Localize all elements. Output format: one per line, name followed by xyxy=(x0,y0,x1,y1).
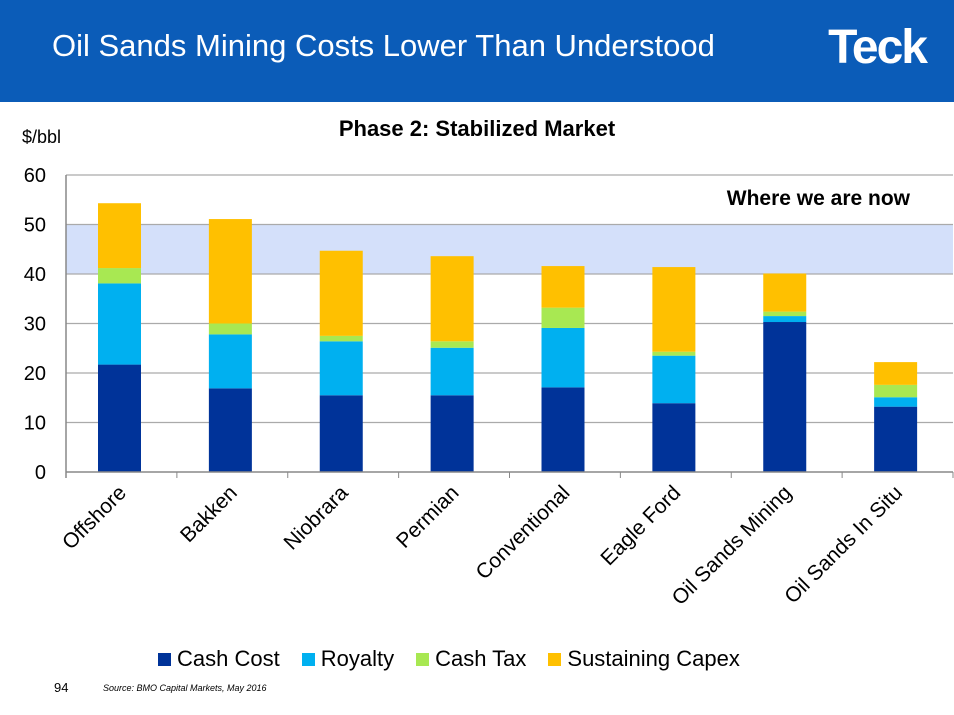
bar-segment-royalty xyxy=(319,341,363,396)
y-tick-label: 40 xyxy=(24,264,46,286)
y-tick-label: 60 xyxy=(24,165,46,187)
bar-segment-cash-tax xyxy=(98,268,141,284)
bar-segment-royalty xyxy=(541,327,585,388)
bar-segment-sustaining-capex xyxy=(319,250,363,336)
bar-segment-sustaining-capex xyxy=(763,273,807,312)
legend-swatch xyxy=(301,652,315,666)
bar-segment-royalty xyxy=(430,347,474,396)
source-note: Source: BMO Capital Markets, May 2016 xyxy=(103,683,267,693)
header-bar: Oil Sands Mining Costs Lower Than Unders… xyxy=(0,0,954,102)
bar-segment-cash-tax xyxy=(763,311,807,317)
bar-segment-cash-cost xyxy=(874,406,918,472)
teck-logo: Teck xyxy=(828,21,928,74)
x-tick-label: Bakken xyxy=(176,481,242,547)
bar-segment-royalty xyxy=(763,316,807,323)
legend-item: Royalty xyxy=(301,646,395,672)
x-tick-label: Oil Sands In Situ xyxy=(780,481,907,608)
bar-segment-cash-tax xyxy=(319,335,363,342)
page-number: 94 xyxy=(54,680,69,695)
legend-label: Cash Cost xyxy=(177,646,280,671)
bar-segment-cash-tax xyxy=(874,384,918,398)
bar-segment-cash-tax xyxy=(430,341,474,348)
bar-segment-sustaining-capex xyxy=(652,267,696,352)
bar-segment-cash-cost xyxy=(98,364,141,472)
y-tick-label: 0 xyxy=(35,462,46,484)
legend: Cash Cost Royalty Cash Tax Sustaining Capex xyxy=(158,646,740,672)
x-tick-label: Conventional xyxy=(472,481,575,584)
slide-title: Oil Sands Mining Costs Lower Than Unders… xyxy=(52,28,715,63)
bar-segment-cash-cost xyxy=(541,387,585,472)
bar-segment-cash-tax xyxy=(652,351,696,356)
legend-label: Sustaining Capex xyxy=(567,646,740,671)
y-tick-label: 50 xyxy=(24,215,46,237)
bar-segment-royalty xyxy=(652,355,696,404)
x-tick-label: Eagle Ford xyxy=(596,481,685,570)
x-tick-label: Offshore xyxy=(58,481,131,554)
y-tick-label: 10 xyxy=(24,413,46,435)
bar-segment-royalty xyxy=(208,334,252,389)
bar-segment-cash-tax xyxy=(541,307,585,328)
x-tick-label: Niobrara xyxy=(280,481,353,554)
y-tick-label: 20 xyxy=(24,363,46,385)
legend-label: Royalty xyxy=(320,646,395,671)
bar-segment-cash-cost xyxy=(763,322,807,472)
bar-segment-cash-cost xyxy=(430,395,474,472)
chart-title: Phase 2: Stabilized Market xyxy=(338,116,616,141)
bar-segment-sustaining-capex xyxy=(208,219,252,324)
bar-segment-sustaining-capex xyxy=(874,362,918,385)
legend-item: Cash Cost xyxy=(158,646,280,672)
x-tick-label: Permian xyxy=(392,481,464,553)
legend-item: Cash Tax xyxy=(416,646,526,672)
legend-swatch xyxy=(548,652,562,666)
bar-segment-royalty xyxy=(98,283,141,365)
y-axis-label: $/bbl xyxy=(22,127,62,147)
y-tick-label: 30 xyxy=(24,314,46,336)
bar-segment-sustaining-capex xyxy=(541,266,585,308)
bar-segment-cash-tax xyxy=(208,323,252,335)
legend-swatch xyxy=(416,652,430,666)
x-tick-label: Oil Sands Mining xyxy=(668,481,797,610)
bar-segment-cash-cost xyxy=(319,395,363,472)
bar-segment-sustaining-capex xyxy=(98,203,141,269)
legend-swatch xyxy=(158,652,171,666)
bar-segment-royalty xyxy=(874,397,918,407)
legend-item: Sustaining Capex xyxy=(548,646,740,672)
band-label: Where we are now xyxy=(727,187,911,210)
bar-segment-sustaining-capex xyxy=(430,256,474,342)
highlight-band xyxy=(66,224,953,274)
bar-segment-cash-cost xyxy=(208,388,252,472)
legend-label: Cash Tax xyxy=(435,646,527,671)
bar-segment-cash-cost xyxy=(652,403,696,472)
